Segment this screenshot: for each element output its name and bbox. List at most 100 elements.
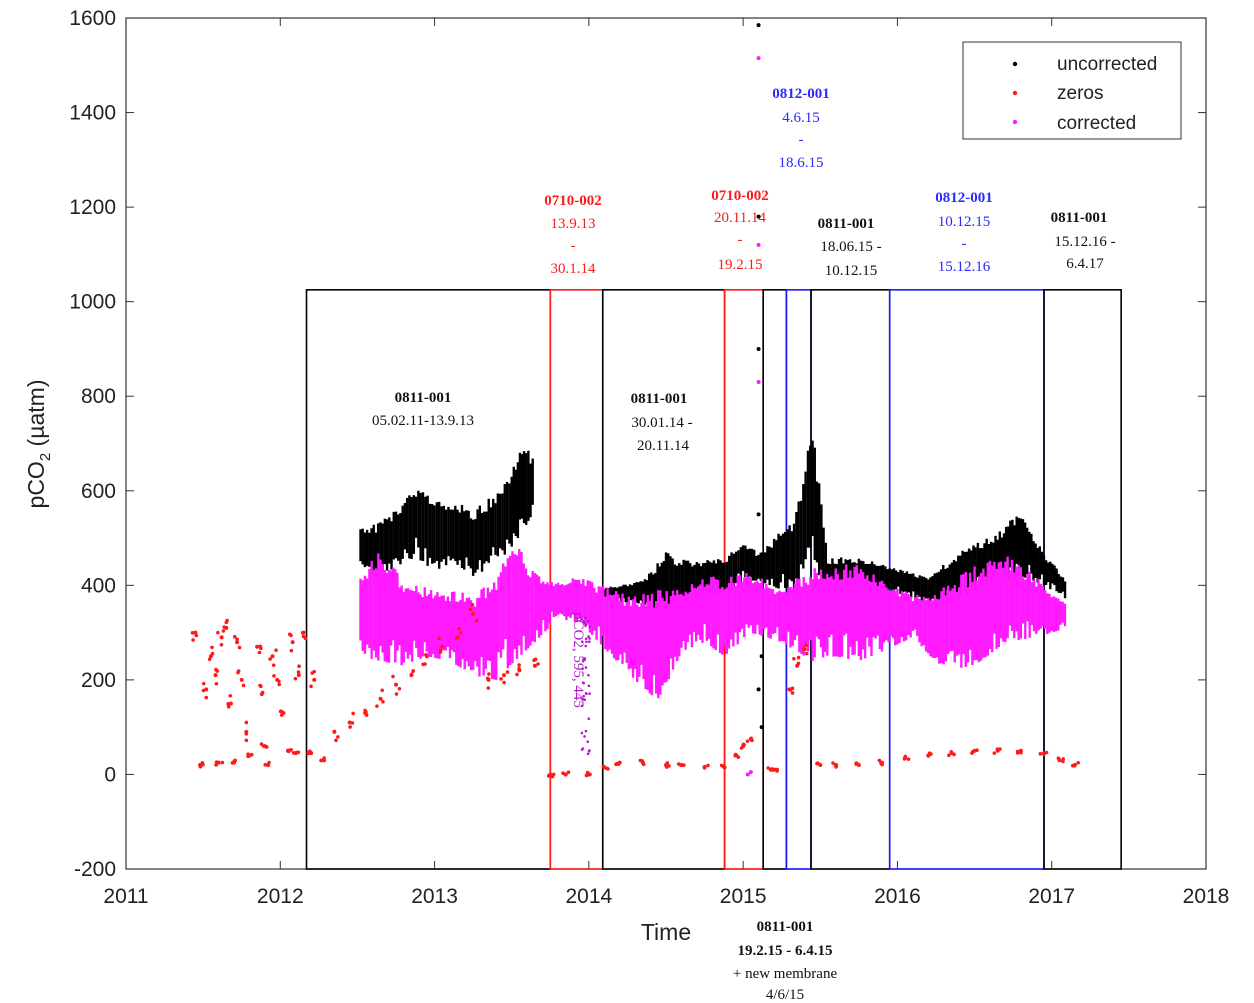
zeros-point-95 bbox=[295, 750, 299, 755]
zeros-point-126 bbox=[364, 713, 369, 717]
annotation-6-id: 0811-001 bbox=[818, 216, 875, 232]
zeros-point-10 bbox=[204, 695, 209, 700]
zeros-point-50 bbox=[244, 732, 249, 736]
zeros-point-56 bbox=[255, 644, 260, 649]
legend-marker-corrected bbox=[1012, 119, 1018, 125]
zeros-point-147 bbox=[438, 648, 443, 653]
zeros-point-22 bbox=[220, 760, 225, 765]
zeros-point-154 bbox=[474, 618, 479, 623]
corrected-purple-4 bbox=[587, 673, 590, 677]
annotation-3-line2: 20.11.14 bbox=[637, 438, 689, 454]
annotation-5-line3: 18.6.15 bbox=[779, 155, 824, 171]
annotation-4-line1: 20.11.14 bbox=[714, 210, 766, 226]
zeros-point-96 bbox=[296, 673, 301, 678]
zeros-point-185 bbox=[601, 764, 606, 769]
y-tick-label--200: -200 bbox=[74, 858, 116, 881]
zeros-point-67 bbox=[259, 742, 264, 746]
y-tick-label-0: 0 bbox=[104, 763, 116, 786]
zeros-point-278 bbox=[992, 751, 997, 755]
zeros-point-261 bbox=[906, 757, 911, 761]
annotation-9-line2: + new membrane bbox=[733, 966, 838, 982]
y-axis-title-main: pCO bbox=[23, 461, 49, 508]
x-tick-label-2013: 2013 bbox=[411, 885, 458, 908]
zeros-point-152 bbox=[471, 611, 476, 616]
zeros-point-133 bbox=[394, 692, 399, 696]
zeros-point-195 bbox=[638, 758, 643, 763]
zeros-point-250 bbox=[834, 763, 839, 767]
zeros-point-55 bbox=[246, 754, 250, 759]
x-tick-label-2011: 2011 bbox=[103, 885, 148, 908]
annotation-6-line2: 10.12.15 bbox=[825, 263, 878, 279]
annotation-7-line3: 15.12.16 bbox=[938, 259, 991, 275]
corrected-purple-11 bbox=[583, 657, 587, 660]
annotation-7-line2: - bbox=[962, 236, 967, 252]
zeros-point-247 bbox=[815, 761, 820, 766]
uncorrected-outlier-2 bbox=[756, 346, 761, 351]
zeros-point-171 bbox=[532, 658, 536, 663]
zeros-point-199 bbox=[665, 761, 670, 765]
legend-box bbox=[962, 41, 1182, 140]
uncorrected-outlier-4 bbox=[759, 654, 764, 659]
zeros-point-43 bbox=[235, 637, 239, 642]
zeros-point-2 bbox=[190, 631, 195, 635]
zeros-point-26 bbox=[219, 642, 224, 647]
corrected-purple-0 bbox=[582, 619, 585, 623]
x-axis: 2011 2012 2013 2014 2015 2016 2017 2018 bbox=[103, 18, 1229, 908]
series-zeros bbox=[190, 602, 1080, 779]
annotation-8-line2: 6.4.17 bbox=[1066, 256, 1104, 272]
zeros-point-255 bbox=[854, 761, 859, 765]
corrected-purple-8 bbox=[581, 667, 584, 671]
zeros-point-97 bbox=[296, 670, 301, 674]
annotation-8-id: 0811-001 bbox=[1051, 210, 1108, 226]
legend-marker-zeros bbox=[1012, 90, 1018, 96]
zeros-point-174 bbox=[546, 774, 551, 778]
corrected-purple-1 bbox=[584, 666, 588, 669]
annotation-2-line3: 30.1.14 bbox=[551, 261, 597, 277]
legend-label-uncorrected: uncorrected bbox=[1057, 54, 1157, 75]
zeros-point-35 bbox=[226, 702, 230, 706]
uncorrected-outlier-6 bbox=[759, 725, 764, 730]
annotation-5-line2: - bbox=[799, 132, 804, 148]
zeros-point-161 bbox=[499, 677, 503, 681]
zeros-point-145 bbox=[437, 636, 441, 641]
zeros-point-178 bbox=[566, 770, 571, 775]
y-tick-label-600: 600 bbox=[81, 480, 116, 503]
corrected-purple-15 bbox=[588, 637, 591, 640]
zeros-point-118 bbox=[336, 735, 340, 739]
zeros-point-269 bbox=[947, 753, 951, 758]
zeros-point-79 bbox=[277, 679, 281, 684]
zeros-point-135 bbox=[391, 674, 395, 679]
x-tick-label-2012: 2012 bbox=[257, 885, 304, 908]
zeros-point-58 bbox=[259, 646, 263, 651]
zeros-point-259 bbox=[880, 762, 884, 767]
svg-text:pCO2 (µatm): pCO2 (µatm) bbox=[23, 380, 54, 509]
zeros-point-89 bbox=[289, 648, 294, 653]
zeros-point-127 bbox=[363, 708, 367, 713]
zeros-point-94 bbox=[291, 751, 296, 755]
zeros-point-107 bbox=[306, 750, 311, 755]
zeros-point-143 bbox=[421, 662, 425, 667]
corrected-purple-23 bbox=[584, 692, 588, 695]
zeros-point-157 bbox=[487, 672, 491, 676]
annotation-1-id: 0811-001 bbox=[395, 390, 452, 406]
annotation-6-line1: 18.06.15 - bbox=[820, 239, 881, 255]
zeros-point-263 bbox=[903, 754, 908, 759]
zeros-point-114 bbox=[322, 756, 326, 760]
zeros-point-207 bbox=[706, 763, 710, 768]
zeros-point-102 bbox=[300, 631, 305, 635]
corrected-outlier-1 bbox=[756, 242, 761, 247]
zeros-point-163 bbox=[505, 670, 510, 674]
zeros-point-227 bbox=[766, 766, 770, 770]
zeros-point-251 bbox=[831, 761, 835, 765]
zeros-point-285 bbox=[1042, 752, 1046, 757]
corrected-outlier-2 bbox=[756, 380, 761, 385]
zeros-point-77 bbox=[272, 674, 276, 678]
legend-label-corrected: corrected bbox=[1057, 113, 1136, 134]
y-tick-label-1400: 1400 bbox=[69, 102, 116, 125]
corrected-purple-39 bbox=[586, 752, 590, 756]
y-tick-label-400: 400 bbox=[81, 574, 116, 597]
zeros-point-142 bbox=[424, 652, 428, 657]
annotation-9-line1: 19.2.15 - 6.4.15 bbox=[738, 943, 833, 959]
annotation-5-id: 0812-001 bbox=[772, 86, 830, 102]
